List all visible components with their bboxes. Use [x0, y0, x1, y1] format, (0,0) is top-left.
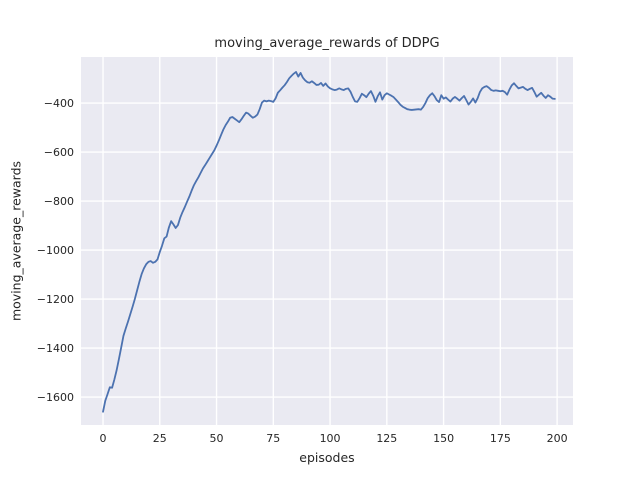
y-tick-label: −800	[44, 195, 74, 208]
x-tick-label: 200	[547, 432, 568, 445]
chart-title: moving_average_rewards of DDPG	[214, 36, 440, 51]
y-tick-label: −600	[44, 146, 74, 159]
x-tick-label: 50	[210, 432, 224, 445]
x-tick-label: 75	[266, 432, 280, 445]
x-tick-label: 175	[490, 432, 511, 445]
y-axis-label: moving_average_rewards	[8, 160, 24, 322]
y-tick-label: −1400	[37, 342, 74, 355]
y-tick-label: −1200	[37, 293, 74, 306]
y-tick-label: −1600	[37, 391, 74, 404]
y-tick-label: −1000	[37, 244, 74, 257]
x-tick-label: 125	[376, 432, 397, 445]
x-tick-label: 150	[433, 432, 454, 445]
x-tick-label: 0	[100, 432, 107, 445]
ddpg-reward-line	[102, 71, 556, 413]
plot-area	[81, 57, 573, 425]
x-tick-label: 25	[153, 432, 167, 445]
x-tick-label: 100	[320, 432, 341, 445]
x-axis-label: episodes	[299, 450, 355, 465]
y-tick-label: −400	[44, 97, 74, 110]
